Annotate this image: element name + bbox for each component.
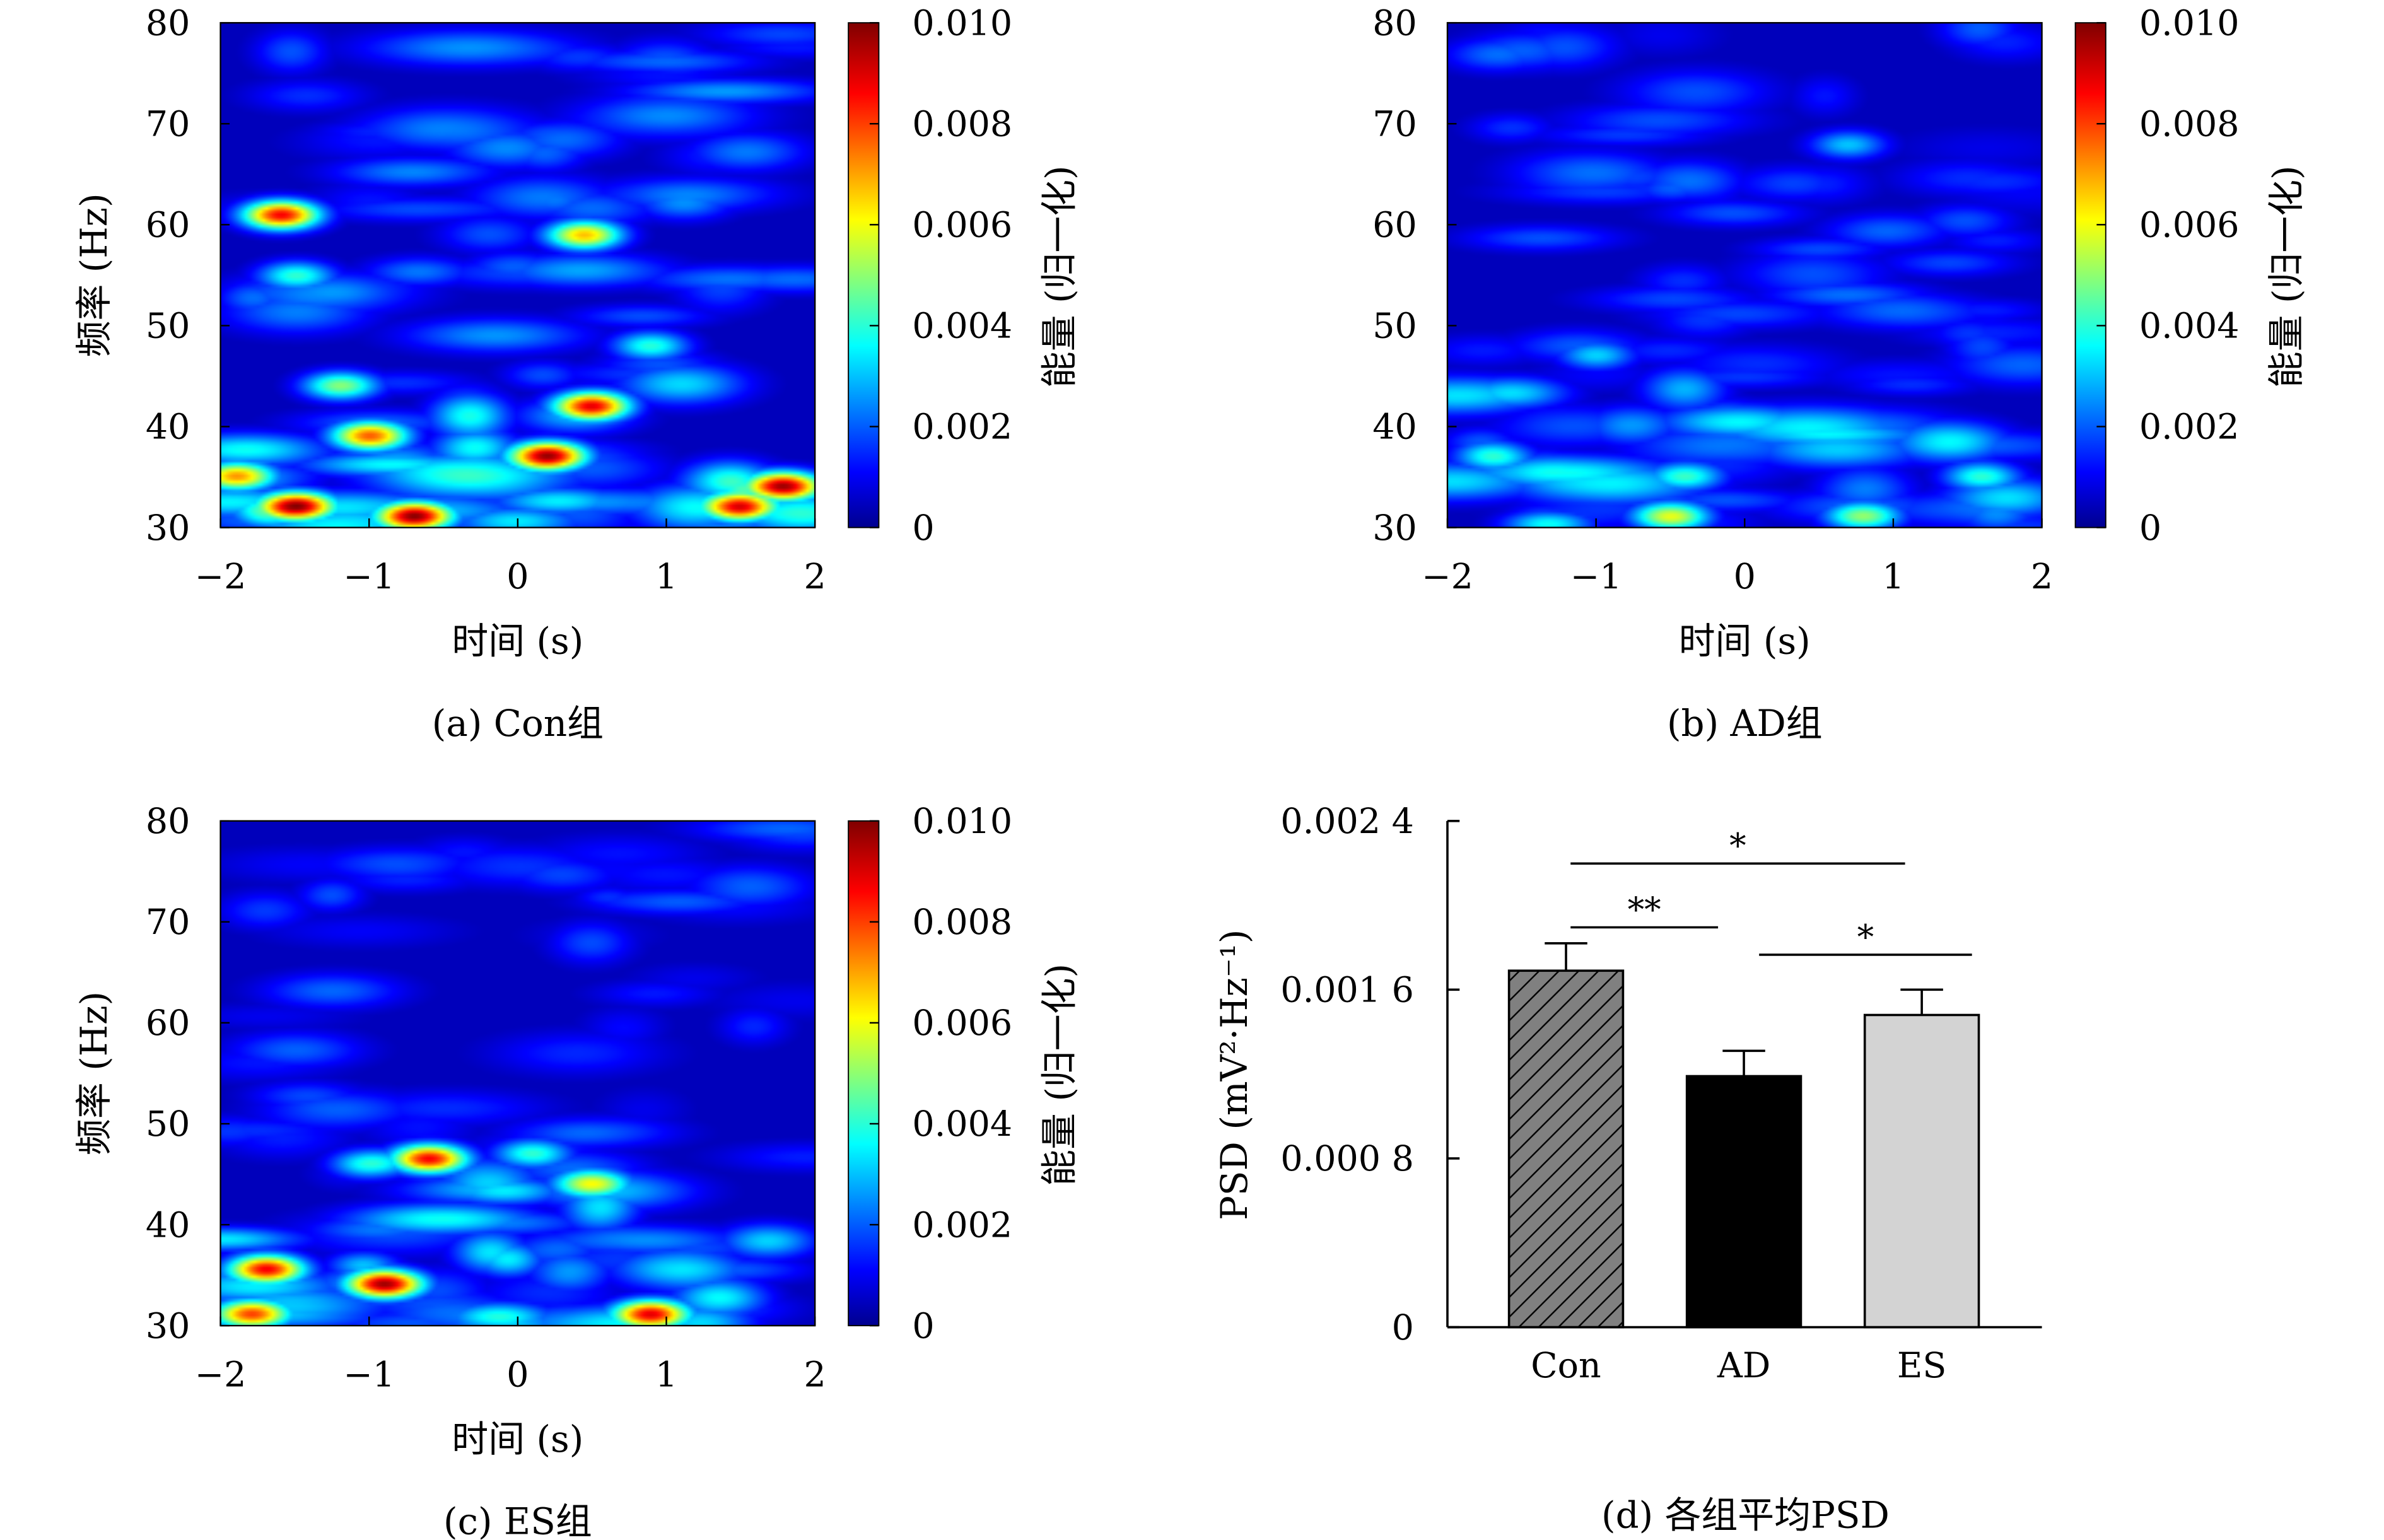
y-tick-label: 70 bbox=[1372, 105, 1417, 145]
y-tick-label: 0 bbox=[1392, 1308, 1414, 1348]
y-tick-label: 70 bbox=[146, 105, 190, 145]
significance-label: ** bbox=[1628, 890, 1661, 930]
x-tick-label: 1 bbox=[1882, 557, 1904, 597]
x-tick-label: −1 bbox=[343, 1355, 395, 1396]
y-tick-label: 0.000 8 bbox=[1280, 1139, 1414, 1179]
y-tick-label: 40 bbox=[1372, 407, 1417, 448]
colorbar-tick-label: 0.004 bbox=[912, 306, 1012, 347]
y-tick-label: 30 bbox=[146, 508, 190, 549]
y-tick-label: 50 bbox=[1372, 306, 1417, 347]
y-tick-label: 60 bbox=[146, 1003, 190, 1044]
y-tick-label: 50 bbox=[146, 1104, 190, 1145]
colorbar-tick-label: 0.010 bbox=[912, 802, 1012, 842]
x-tick-label: −2 bbox=[1422, 557, 1473, 597]
panel-c: 30 40 50 60 70 80 −2 −1 0 1 2 时间 (s) 频率 (Hz) (c) ES组 0… bbox=[73, 802, 1081, 1540]
colorbar-tick-label: 0.002 bbox=[912, 1205, 1012, 1245]
y-tick-label: 40 bbox=[146, 407, 190, 448]
colorbar-tick-label: 0.010 bbox=[2139, 3, 2240, 44]
y-tick-label: 80 bbox=[146, 3, 190, 44]
x-tick-label: 0 bbox=[506, 1355, 529, 1396]
colorbar-tick-label: 0.006 bbox=[912, 1003, 1012, 1044]
y-tick-label: 70 bbox=[146, 902, 190, 943]
y-tick-label: 80 bbox=[146, 802, 190, 842]
x-axis-label: 时间 (s) bbox=[1679, 620, 1811, 663]
heatmap-es bbox=[220, 820, 815, 1326]
caption: (a) Con组 bbox=[432, 702, 604, 745]
x-tick-label: −2 bbox=[195, 1355, 247, 1396]
plot-frame bbox=[1446, 21, 2043, 528]
y-tick-label: 30 bbox=[1372, 508, 1417, 549]
colorbar-tick-label: 0.002 bbox=[912, 407, 1012, 448]
heatmap-con bbox=[220, 23, 815, 528]
plot-frame bbox=[219, 21, 816, 528]
y-axis-label: 频率 (Hz) bbox=[73, 193, 115, 357]
colorbar-label: 能量 (归一化) bbox=[2265, 165, 2308, 388]
x-tick-label: 2 bbox=[804, 557, 826, 597]
category-label: Con bbox=[1531, 1346, 1601, 1386]
bar-es bbox=[1863, 1013, 1980, 1329]
colorbar bbox=[2074, 22, 2106, 528]
significance-label: * bbox=[1857, 918, 1874, 957]
bar-ylabel: PSD (mV²·Hz⁻¹) bbox=[1213, 930, 1256, 1220]
x-tick-label: −1 bbox=[1570, 557, 1622, 597]
colorbar-tick-label: 0.006 bbox=[2139, 206, 2240, 246]
y-tick-label: 0.001 6 bbox=[1280, 971, 1414, 1011]
bar-ad bbox=[1685, 1075, 1803, 1329]
y-tick-label: 80 bbox=[1372, 3, 1417, 44]
x-tick-label: −2 bbox=[195, 557, 247, 597]
y-tick-label: 50 bbox=[146, 306, 190, 347]
colorbar-tick-label: 0.004 bbox=[912, 1104, 1012, 1145]
x-tick-label: 0 bbox=[1734, 557, 1756, 597]
colorbar bbox=[848, 22, 880, 528]
x-axis-label: 时间 (s) bbox=[452, 1418, 583, 1461]
caption: (c) ES组 bbox=[443, 1500, 592, 1540]
caption: (b) AD组 bbox=[1667, 702, 1823, 745]
colorbar-tick-label: 0.006 bbox=[912, 206, 1012, 246]
heatmap-ad bbox=[1447, 23, 2042, 528]
y-tick-label: 60 bbox=[1372, 206, 1417, 246]
colorbar bbox=[848, 820, 880, 1327]
y-tick-label: 30 bbox=[146, 1306, 190, 1346]
colorbar-label: 能量 (归一化) bbox=[1038, 165, 1081, 388]
y-tick-label: 40 bbox=[146, 1205, 190, 1245]
y-tick-label: 60 bbox=[146, 206, 190, 246]
x-tick-label: −1 bbox=[343, 557, 395, 597]
colorbar-tick-label: 0 bbox=[912, 508, 934, 549]
colorbar-tick-label: 0.008 bbox=[912, 902, 1012, 943]
plot-frame bbox=[219, 820, 816, 1327]
y-axis-label: 频率 (Hz) bbox=[73, 991, 115, 1155]
x-axis-label: 时间 (s) bbox=[452, 620, 583, 663]
colorbar-tick-label: 0.008 bbox=[2139, 105, 2240, 145]
panel-a: 30 40 50 60 70 80 −2 −1 0 1 2 时间 (s) 频率 (Hz) (a) Con组… bbox=[73, 3, 1081, 744]
colorbar-tick-label: 0.008 bbox=[912, 105, 1012, 145]
significance-label: * bbox=[1729, 827, 1746, 866]
x-tick-label: 1 bbox=[655, 557, 677, 597]
caption-d: (d) 各组平均PSD bbox=[1601, 1494, 1890, 1537]
colorbar-tick-label: 0.002 bbox=[2139, 407, 2240, 448]
x-tick-label: 2 bbox=[804, 1355, 826, 1396]
category-label: ES bbox=[1897, 1346, 1946, 1386]
colorbar-tick-label: 0.010 bbox=[912, 3, 1012, 44]
category-label: AD bbox=[1717, 1346, 1770, 1386]
x-tick-label: 0 bbox=[506, 557, 529, 597]
x-tick-label: 1 bbox=[655, 1355, 677, 1396]
colorbar-label: 能量 (归一化) bbox=[1038, 964, 1081, 1186]
x-tick-label: 2 bbox=[2031, 557, 2053, 597]
colorbar-tick-label: 0 bbox=[912, 1306, 934, 1346]
panel-d: PSD (mV²·Hz⁻¹) (d) 各组平均PSD 0 0.000 8 0.001… bbox=[1213, 802, 2042, 1537]
colorbar-tick-label: 0.004 bbox=[2139, 306, 2240, 347]
bar-con bbox=[1507, 969, 1625, 1329]
y-tick-label: 0.002 4 bbox=[1280, 802, 1414, 842]
colorbar-tick-label: 0 bbox=[2139, 508, 2161, 549]
